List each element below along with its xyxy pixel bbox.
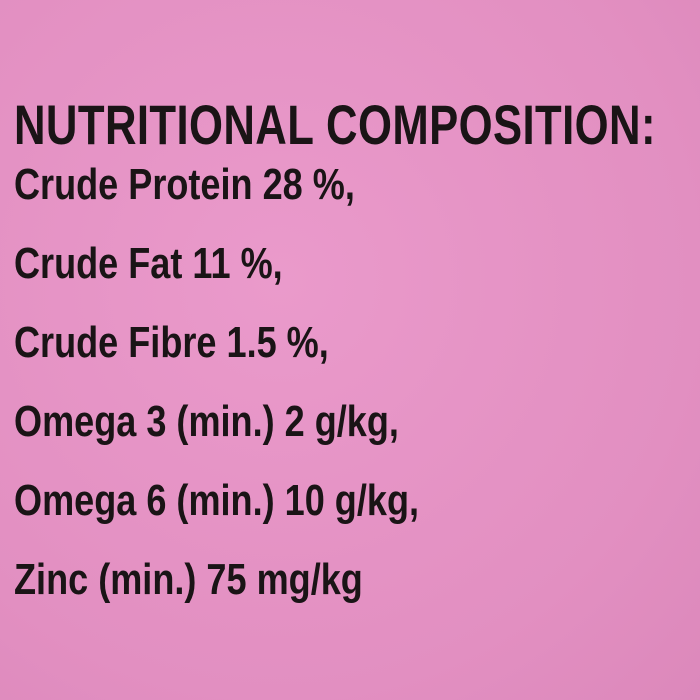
composition-line: Zinc (min.) 75 mg/kg bbox=[14, 555, 363, 604]
composition-line: Omega 3 (min.) 2 g/kg, bbox=[14, 397, 399, 446]
title: NUTRITIONAL COMPOSITION: bbox=[14, 93, 656, 156]
composition-line: Omega 6 (min.) 10 g/kg, bbox=[14, 476, 420, 525]
composition-line: Crude Fat 11 %, bbox=[14, 239, 283, 288]
composition-line: Crude Fibre 1.5 %, bbox=[14, 318, 329, 367]
composition-line: Crude Protein 28 %, bbox=[14, 160, 355, 209]
